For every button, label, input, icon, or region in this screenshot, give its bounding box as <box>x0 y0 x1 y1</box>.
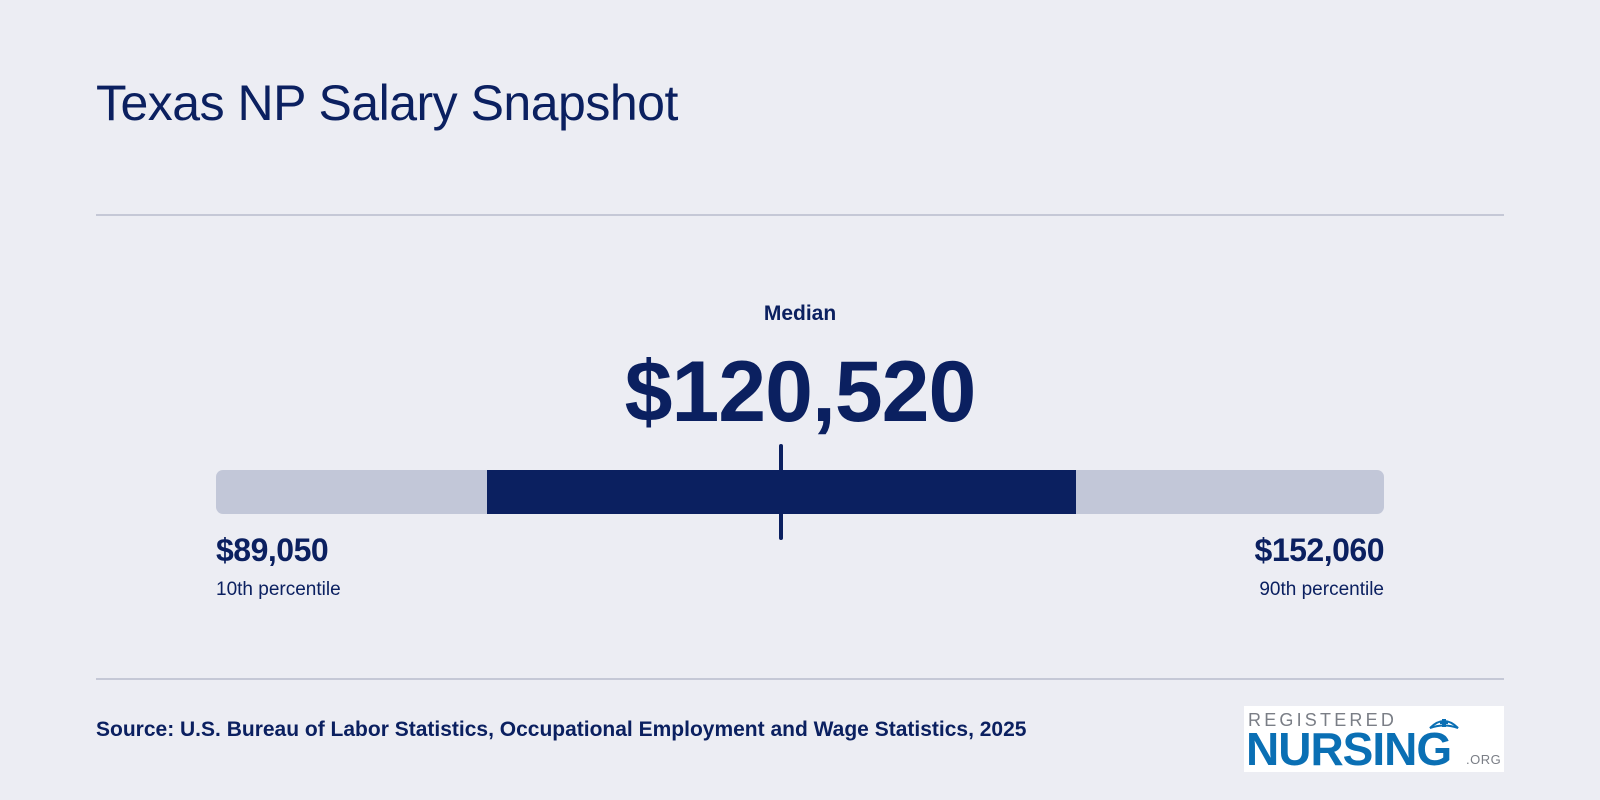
registered-nursing-logo: REGISTERED NURSING .ORG <box>1244 706 1504 772</box>
logo-top-text: REGISTERED <box>1248 710 1398 730</box>
median-label: Median <box>763 302 837 325</box>
logo-suffix-text: .ORG <box>1466 752 1502 767</box>
median-value: $120,520 <box>624 344 977 440</box>
top-divider <box>96 214 1504 216</box>
p90-label: 90th percentile <box>1259 579 1384 600</box>
p90-value: $152,060 <box>1254 532 1385 568</box>
page-title: Texas NP Salary Snapshot <box>96 75 678 131</box>
logo-main-text: NURSING <box>1246 723 1452 775</box>
p10-value: $89,050 <box>216 532 329 568</box>
nurse-cap-icon <box>1429 719 1459 729</box>
bottom-divider <box>96 678 1504 680</box>
median-marker <box>779 444 784 540</box>
p10-label: 10th percentile <box>216 579 341 600</box>
source-note: Source: U.S. Bureau of Labor Statistics,… <box>96 718 1027 741</box>
salary-range-track <box>216 470 1384 514</box>
